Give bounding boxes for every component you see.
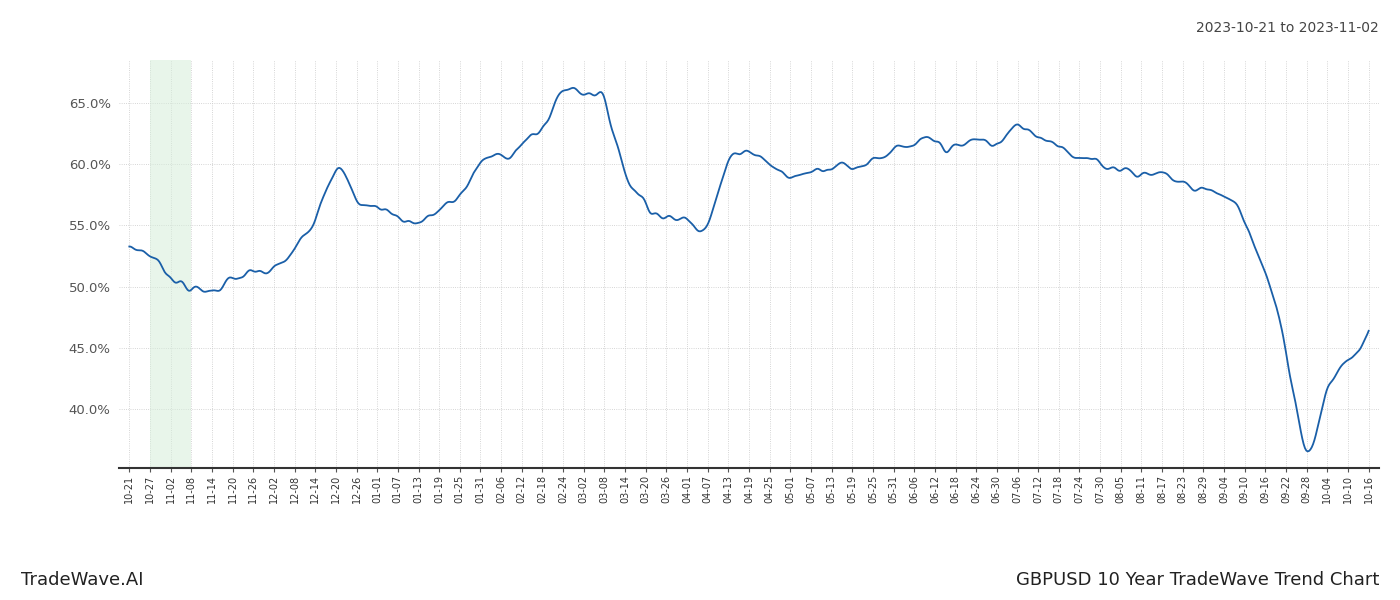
Text: TradeWave.AI: TradeWave.AI bbox=[21, 571, 143, 589]
Bar bbox=[150, 60, 192, 468]
Text: GBPUSD 10 Year TradeWave Trend Chart: GBPUSD 10 Year TradeWave Trend Chart bbox=[1015, 571, 1379, 589]
Text: 2023-10-21 to 2023-11-02: 2023-10-21 to 2023-11-02 bbox=[1196, 21, 1379, 35]
